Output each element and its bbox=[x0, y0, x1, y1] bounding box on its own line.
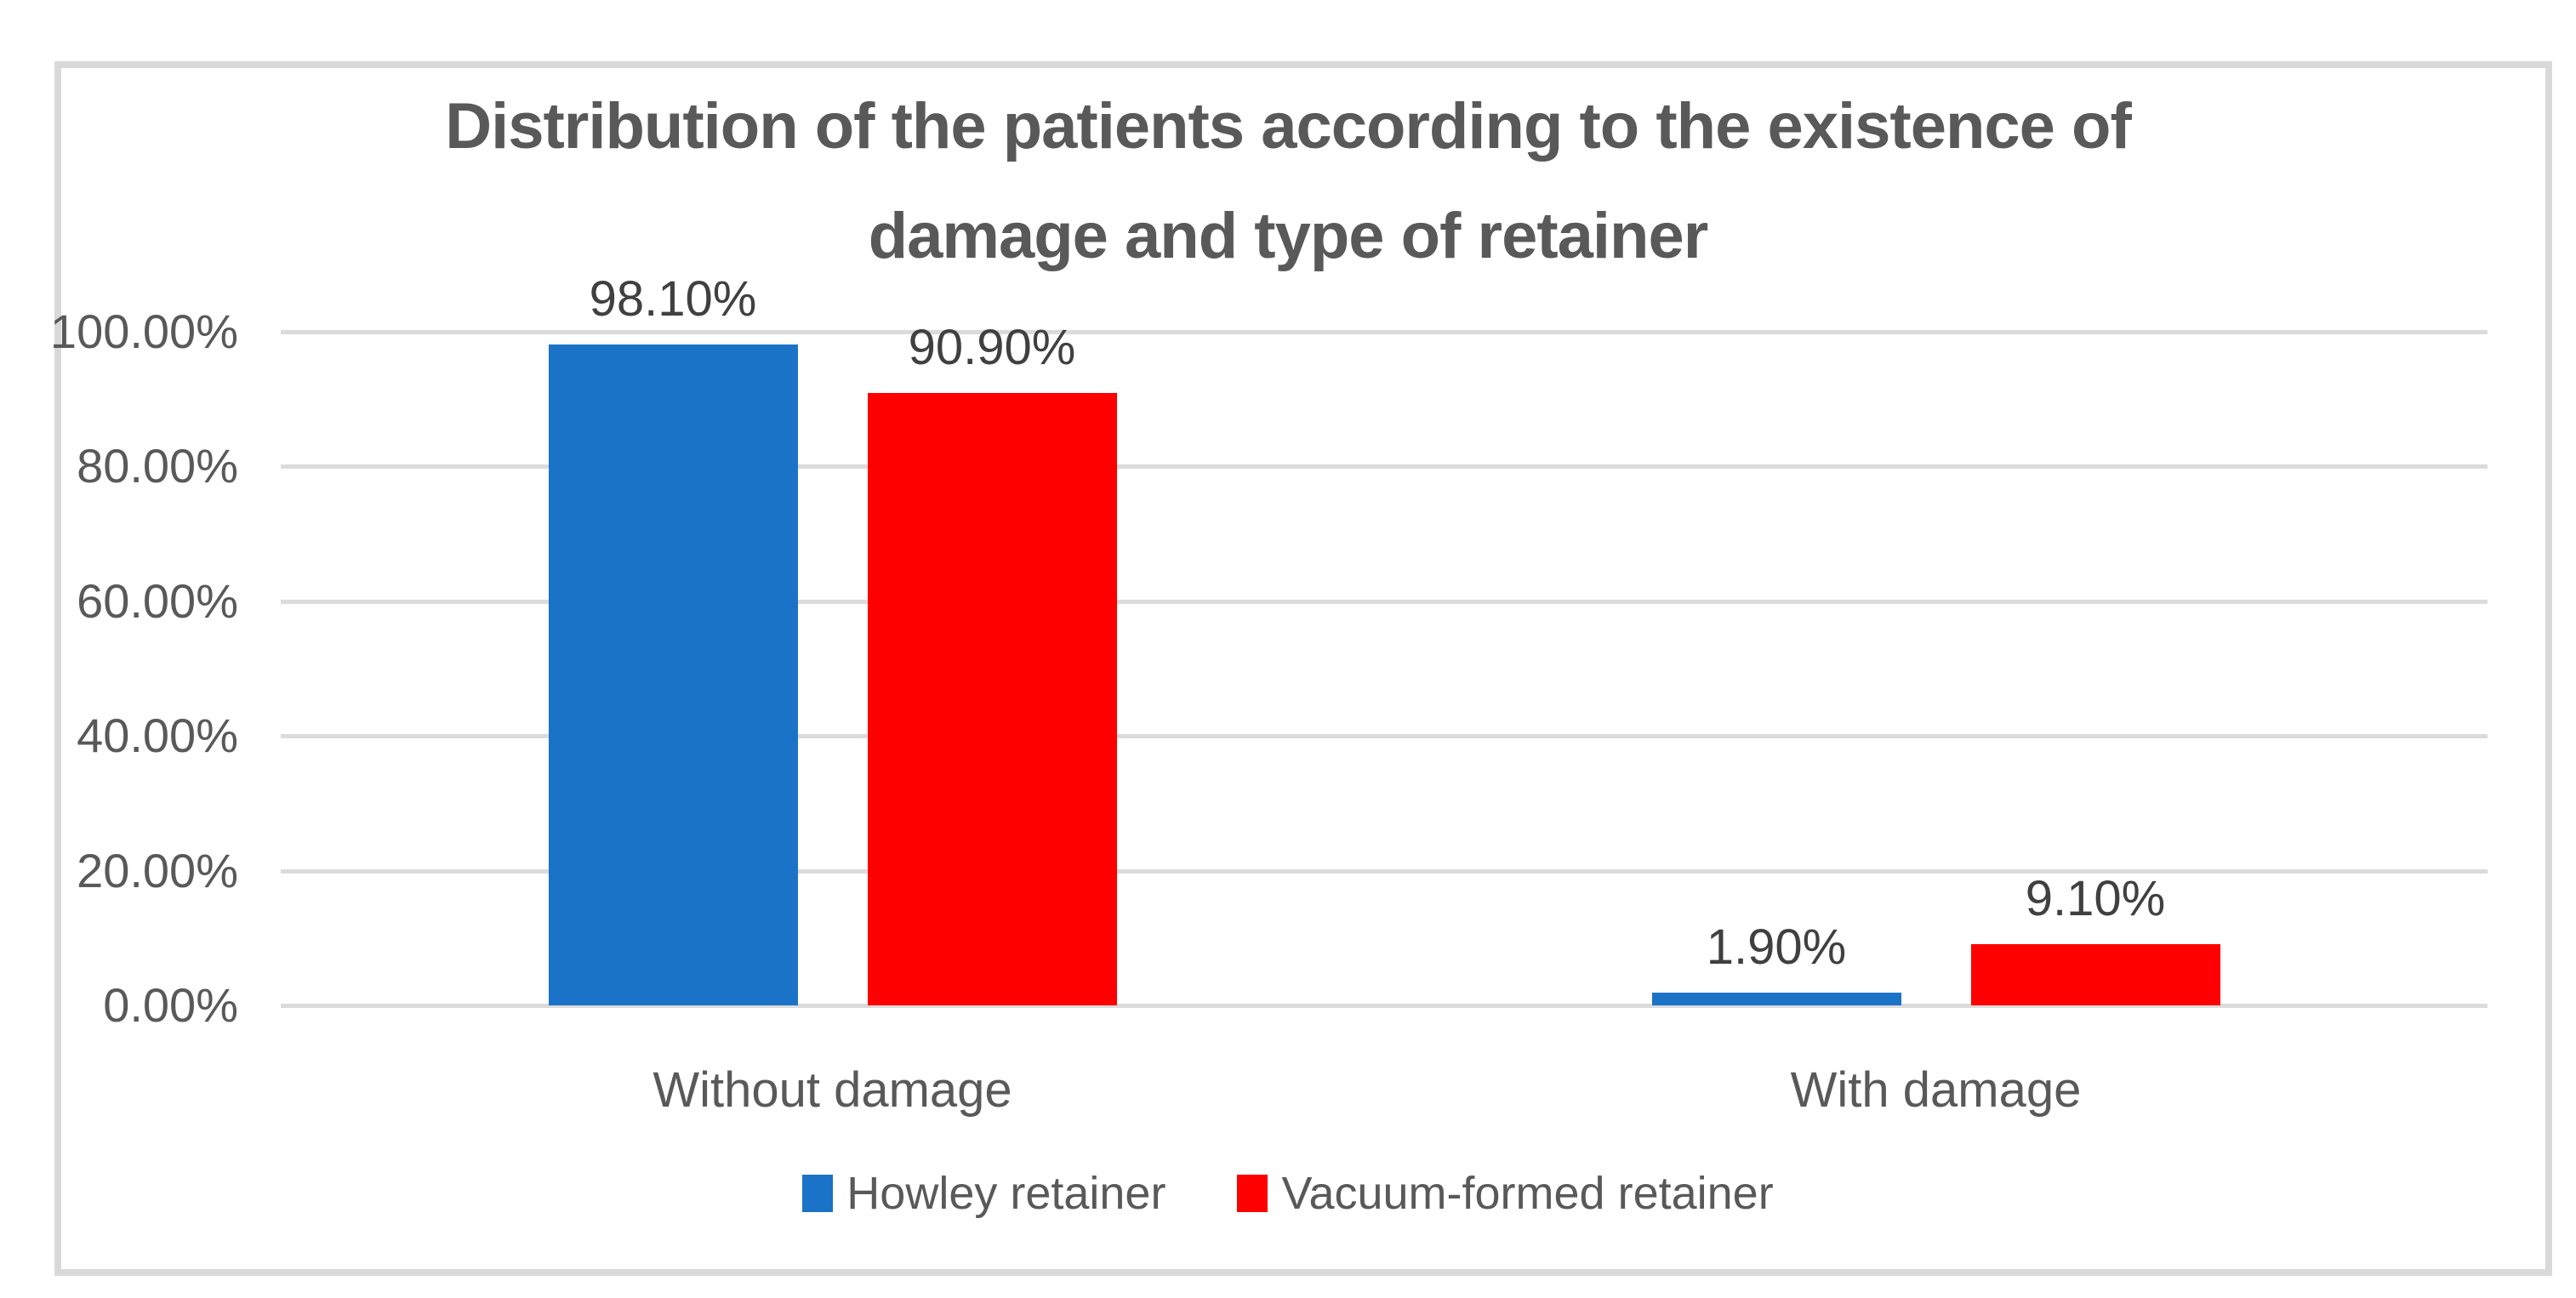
legend-label-vacuum-formed-retainer: Vacuum-formed retainer bbox=[1281, 1168, 1774, 1219]
chart-title-line-1: Distribution of the patients according t… bbox=[445, 90, 2132, 162]
bar-vacuum-formed-retainer-with-damage bbox=[1970, 943, 2220, 1005]
legend-item-vacuum-formed-retainer: Vacuum-formed retainer bbox=[1237, 1167, 1774, 1220]
y-axis-tick-label-40: 40.00% bbox=[77, 709, 238, 763]
y-axis-tick-label-60: 60.00% bbox=[77, 573, 238, 628]
gridline-100 bbox=[281, 330, 2488, 334]
x-axis-category-label-without-damage: Without damage bbox=[653, 1062, 1012, 1118]
y-axis-tick-label-100: 100.00% bbox=[49, 305, 238, 358]
bar-vacuum-formed-retainer-without-damage bbox=[867, 393, 1117, 1005]
legend-label-howley-retainer: Howley retainer bbox=[846, 1168, 1166, 1219]
gridline-0 bbox=[281, 1004, 2488, 1008]
data-label-98.10%: 98.10% bbox=[589, 271, 757, 327]
bar-howley-retainer-without-damage bbox=[548, 344, 798, 1005]
gridline-80 bbox=[281, 464, 2488, 470]
y-axis-tick-label-80: 80.00% bbox=[77, 439, 238, 493]
legend-item-howley-retainer: Howley retainer bbox=[802, 1167, 1165, 1220]
x-axis-category-label-with-damage: With damage bbox=[1790, 1062, 2082, 1118]
legend-swatch-howley-retainer bbox=[802, 1175, 834, 1212]
legend: Howley retainer Vacuum-formed retainer bbox=[0, 1167, 2576, 1220]
y-axis-tick-label-20: 20.00% bbox=[77, 843, 238, 897]
data-label-90.90%: 90.90% bbox=[908, 320, 1076, 376]
gridline-20 bbox=[281, 868, 2488, 874]
chart-border bbox=[54, 61, 2552, 1276]
bar-howley-retainer-with-damage bbox=[1651, 992, 1901, 1005]
gridline-60 bbox=[281, 599, 2488, 604]
chart-title-line-2: damage and type of retainer bbox=[868, 200, 1709, 273]
chart-title: Distribution of the patients according t… bbox=[0, 71, 2576, 291]
y-axis-tick-label-0: 0.00% bbox=[103, 978, 238, 1032]
gridline-40 bbox=[281, 734, 2488, 739]
data-label-1.90%: 1.90% bbox=[1706, 919, 1847, 975]
data-label-9.10%: 9.10% bbox=[2025, 870, 2166, 926]
legend-swatch-vacuum-formed-retainer bbox=[1237, 1175, 1268, 1212]
